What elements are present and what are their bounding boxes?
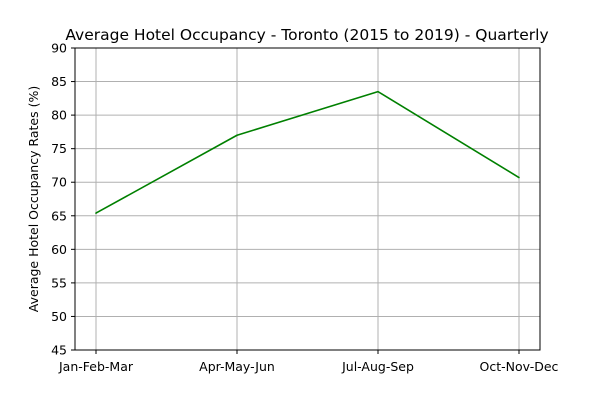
x-axis-ticks: [95, 350, 520, 354]
y-tick-label: 50: [51, 309, 67, 324]
y-tick-label: 80: [51, 108, 67, 123]
series-line: [95, 90, 520, 214]
x-tick-label: Jul-Aug-Sep: [341, 359, 414, 374]
x-gridlines: [95, 48, 520, 350]
plot-frame: [74, 47, 541, 351]
data-point: [236, 134, 238, 137]
y-tick-label: 85: [51, 74, 67, 89]
y-tick-label: 70: [51, 175, 67, 190]
y-gridlines: [75, 47, 540, 351]
x-tick-label: Apr-May-Jun: [199, 359, 275, 374]
x-tick-label: Oct-Nov-Dec: [480, 359, 559, 374]
y-tick-label: 65: [51, 208, 67, 223]
y-tick-label: 60: [51, 242, 67, 257]
data-point: [377, 90, 379, 93]
y-tick-label: 90: [51, 41, 67, 56]
y-tick-label: 45: [51, 343, 67, 358]
data-point: [518, 176, 520, 179]
chart-title: Average Hotel Occupancy - Toronto (2015 …: [65, 26, 548, 44]
y-axis-label: Average Hotel Occupancy Rates (%): [26, 86, 41, 312]
data-point: [95, 212, 97, 214]
x-axis-tick-labels: Jan-Feb-Mar Apr-May-Jun Jul-Aug-Sep Oct-Nov…: [58, 359, 559, 374]
x-tick-label: Jan-Feb-Mar: [58, 359, 134, 374]
series-layer: [95, 90, 520, 214]
y-axis-ticks: [71, 47, 75, 351]
y-axis-tick-labels: 45 50 55 60 65 70 75 80 85 90: [51, 41, 67, 358]
y-tick-label: 55: [51, 275, 67, 290]
y-tick-label: 75: [51, 141, 67, 156]
